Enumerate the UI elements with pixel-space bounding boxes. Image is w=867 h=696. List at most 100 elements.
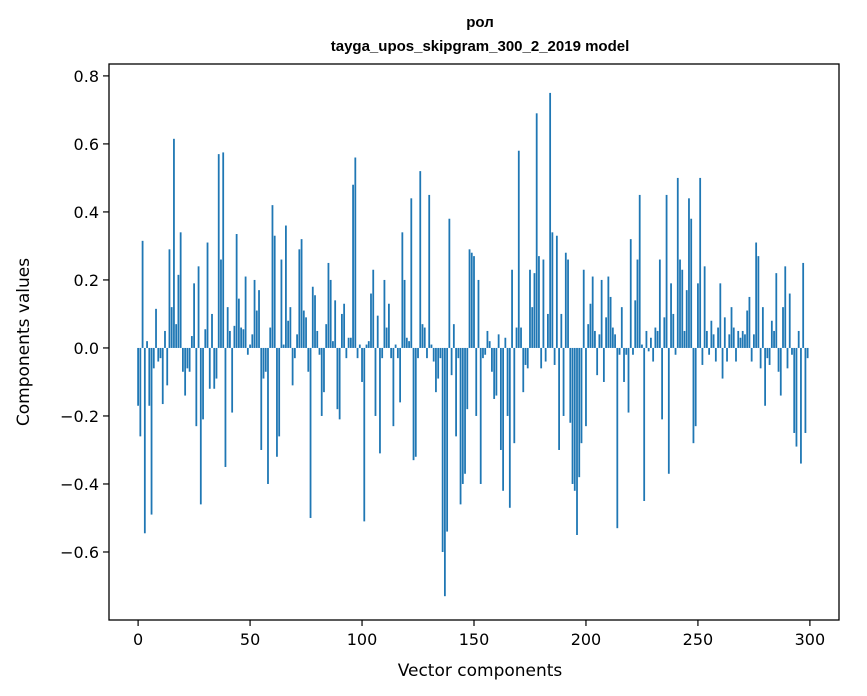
bar: [432, 347, 435, 362]
bar: [661, 347, 663, 420]
bar: [477, 279, 480, 348]
bar: [614, 334, 616, 348]
bar: [473, 256, 475, 348]
bar: [542, 259, 545, 348]
bar: [791, 347, 793, 355]
bar: [600, 279, 603, 348]
bar: [730, 307, 733, 348]
bar: [264, 347, 267, 372]
bar: [166, 347, 169, 386]
bar: [421, 324, 424, 348]
bar: [197, 266, 200, 348]
bar: [318, 347, 321, 355]
bar: [703, 266, 706, 348]
bar: [654, 327, 657, 348]
bar: [479, 347, 482, 484]
bar: [692, 347, 695, 444]
y-tick-label: 0.8: [74, 67, 99, 86]
bar: [793, 347, 796, 433]
bar: [273, 235, 276, 348]
bar: [184, 347, 187, 396]
bar: [332, 341, 334, 348]
bar: [699, 177, 702, 348]
bar: [307, 347, 310, 372]
bar: [262, 347, 265, 379]
bar: [175, 324, 178, 348]
bar: [336, 347, 339, 410]
bar: [164, 330, 166, 348]
bar: [300, 239, 303, 348]
x-axis-label: Vector components: [398, 661, 563, 681]
bar: [569, 347, 572, 423]
bar: [596, 347, 599, 376]
bar: [323, 347, 325, 393]
bar: [538, 256, 540, 348]
bar: [741, 330, 744, 348]
bar: [681, 269, 684, 348]
bars-group: [137, 92, 809, 597]
bar: [723, 317, 726, 348]
bar: [437, 347, 440, 379]
bar: [320, 347, 323, 416]
y-axis-label: Components values: [14, 258, 34, 426]
bar: [291, 347, 294, 386]
bar: [452, 324, 455, 348]
bar: [345, 347, 348, 359]
bar: [540, 347, 543, 369]
bar: [363, 347, 366, 522]
bar: [258, 290, 260, 348]
bar: [663, 317, 666, 348]
bar: [511, 269, 513, 348]
bar: [486, 330, 489, 348]
bar: [495, 347, 498, 396]
bar: [253, 279, 256, 348]
bar: [524, 347, 527, 365]
bar: [535, 113, 538, 348]
bar: [439, 347, 442, 359]
bar: [658, 259, 661, 348]
bar: [152, 347, 155, 369]
bar: [759, 347, 762, 369]
bar: [361, 347, 363, 382]
bar: [376, 315, 379, 348]
bar: [170, 307, 173, 348]
y-tick-label: −0.2: [60, 407, 99, 426]
bar: [784, 266, 787, 348]
bar: [802, 262, 805, 348]
bar: [573, 347, 576, 491]
bar: [688, 198, 690, 348]
bar: [717, 327, 719, 348]
bar: [419, 171, 422, 348]
plot-frame: [108, 63, 840, 621]
bar: [766, 347, 769, 359]
bar: [609, 296, 612, 348]
bar: [414, 347, 417, 457]
bar: [761, 307, 764, 348]
bar: [316, 330, 319, 348]
bar: [580, 347, 583, 444]
bar: [625, 347, 628, 355]
bar: [629, 239, 632, 348]
bar: [229, 330, 231, 348]
bar: [674, 347, 677, 355]
bar: [585, 347, 587, 427]
x-tick-label: 150: [459, 630, 490, 649]
bar: [719, 283, 722, 348]
bar: [293, 347, 296, 359]
bar: [255, 310, 258, 348]
bar: [349, 337, 352, 348]
bar: [806, 347, 809, 359]
bar: [797, 330, 800, 348]
bar: [746, 310, 749, 348]
bar: [753, 334, 755, 348]
bar: [343, 303, 346, 348]
bar: [148, 347, 151, 406]
bar: [280, 259, 283, 348]
bar: [217, 154, 220, 348]
bar: [224, 347, 227, 467]
bar: [549, 92, 552, 348]
bar: [560, 313, 563, 348]
y-tick-label: −0.4: [60, 475, 99, 494]
bar: [757, 256, 760, 348]
bar: [735, 347, 737, 362]
